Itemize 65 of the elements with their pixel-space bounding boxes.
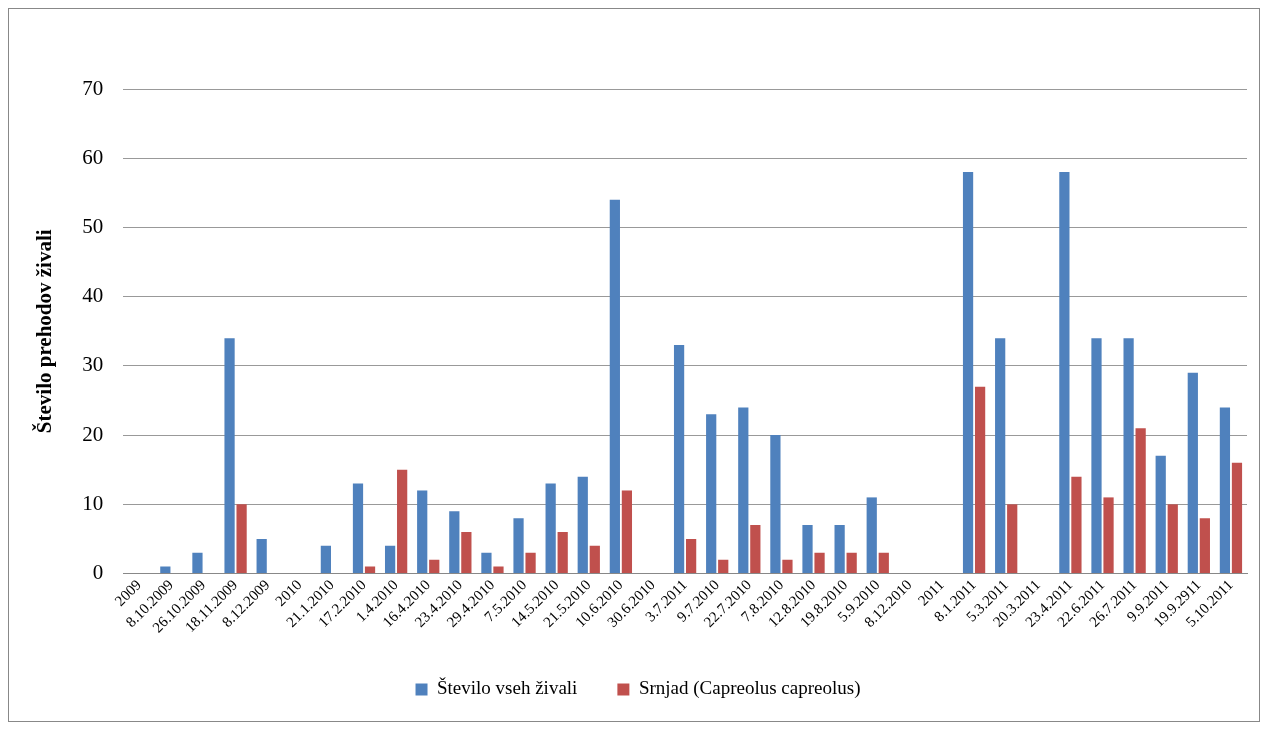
bar (866, 497, 877, 574)
bar (481, 552, 492, 574)
bar (962, 172, 974, 574)
y-tick-label: 30 (82, 352, 104, 377)
bar (1219, 407, 1231, 574)
y-tick-label: 70 (82, 75, 104, 100)
bar (384, 545, 396, 574)
bar (352, 483, 364, 574)
bar (397, 469, 408, 574)
bar (673, 345, 685, 574)
bar (878, 552, 889, 574)
bar (814, 552, 825, 574)
bar (706, 414, 717, 574)
y-axis-title: Število prehodov živali (32, 229, 57, 434)
bar (513, 518, 524, 574)
legend-label: Število vseh živali (437, 677, 578, 699)
bar (224, 338, 235, 574)
bar (1071, 476, 1082, 574)
bar (236, 504, 247, 574)
bar (1091, 338, 1102, 574)
bar (320, 545, 331, 574)
y-tick-label: 40 (82, 283, 104, 308)
y-tick-label: 60 (82, 144, 104, 169)
bar (686, 538, 697, 574)
bar (1103, 497, 1114, 574)
legend-label: Srnjad (Capreolus capreolus) (638, 677, 861, 700)
bar (974, 386, 986, 574)
bar (525, 552, 536, 574)
bar (160, 566, 171, 574)
bar (1135, 428, 1146, 574)
bar (1123, 338, 1134, 574)
bar (461, 532, 472, 574)
y-tick-label: 50 (82, 213, 104, 238)
bar (846, 552, 857, 574)
bar (1187, 372, 1198, 574)
bar (577, 476, 588, 574)
y-tick-label: 10 (82, 490, 104, 515)
bar (1167, 504, 1178, 574)
bar (449, 511, 460, 574)
bar (609, 199, 620, 574)
bar (1231, 462, 1243, 574)
bar (557, 532, 568, 574)
bar (192, 552, 203, 574)
bar (1199, 518, 1210, 574)
bar (417, 490, 428, 574)
bar (1155, 455, 1166, 574)
y-tick-label: 20 (82, 421, 104, 446)
bar (718, 559, 729, 574)
bar (770, 435, 781, 574)
bar (1059, 172, 1070, 574)
bar (1007, 504, 1018, 574)
bar (802, 525, 813, 574)
bar (364, 566, 376, 574)
bar (256, 538, 267, 574)
bar (782, 559, 793, 574)
bar (738, 407, 749, 574)
bar (995, 338, 1006, 574)
bar (493, 566, 504, 574)
bar (589, 545, 600, 574)
y-tick-label: 0 (92, 560, 104, 585)
bar (621, 490, 633, 574)
bar (750, 525, 761, 574)
bar (834, 525, 845, 574)
bar (429, 559, 440, 574)
bar (545, 483, 556, 574)
